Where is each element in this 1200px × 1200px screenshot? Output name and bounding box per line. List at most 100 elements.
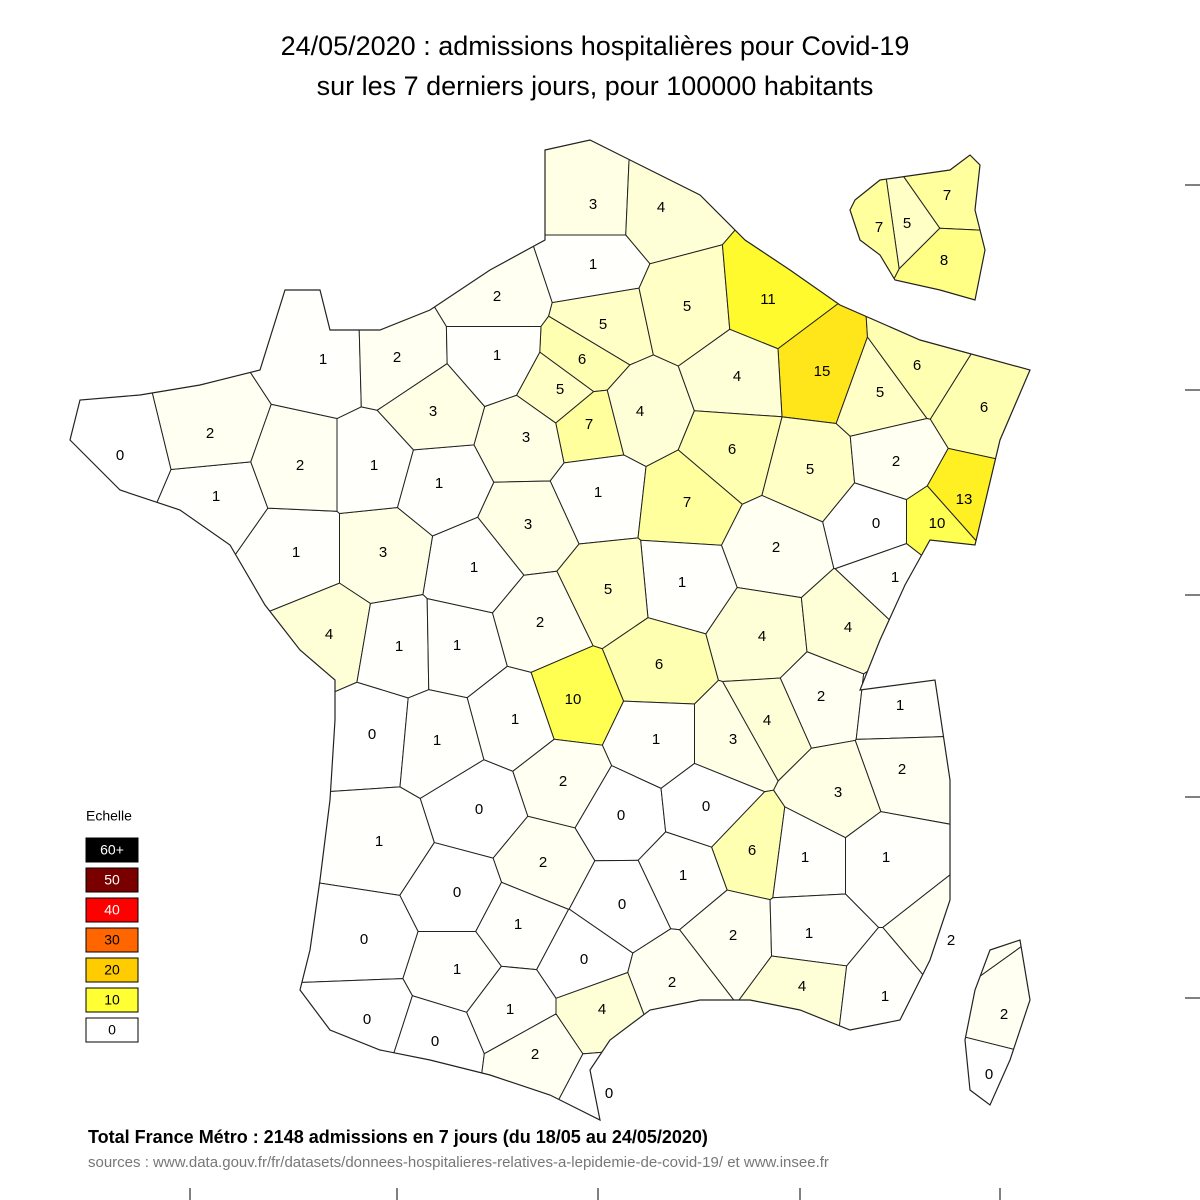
department-value: 3 xyxy=(729,731,737,748)
department-value: 11 xyxy=(760,291,776,308)
department-value: 1 xyxy=(470,559,478,576)
department-value: 2 xyxy=(493,288,501,305)
department-value: 1 xyxy=(453,637,461,654)
department-value: 1 xyxy=(891,569,899,586)
department-value: 4 xyxy=(325,626,333,643)
department-value: 3 xyxy=(834,784,842,801)
department-value: 6 xyxy=(578,351,586,368)
department-value: 1 xyxy=(514,916,522,933)
department-value: 2 xyxy=(1000,1006,1008,1023)
department-value: 0 xyxy=(605,1085,613,1102)
department-value: 4 xyxy=(798,978,806,995)
sources: sources : www.data.gouv.fr/fr/datasets/d… xyxy=(88,1154,829,1171)
legend-label: 50 xyxy=(104,872,120,888)
department-value: 4 xyxy=(733,368,741,385)
department-value: 3 xyxy=(522,429,530,446)
department-value: 4 xyxy=(758,628,766,645)
department-value: 5 xyxy=(683,298,691,315)
department-value: 6 xyxy=(655,656,663,673)
department-value: 2 xyxy=(817,688,825,705)
legend-swatch xyxy=(85,1017,139,1043)
department-value: 10 xyxy=(565,691,582,708)
department-value: 2 xyxy=(898,761,906,778)
department-value: 1 xyxy=(506,1001,514,1018)
department-value: 0 xyxy=(985,1066,993,1083)
frame-ticks xyxy=(189,184,1200,1200)
department xyxy=(677,328,783,418)
department xyxy=(418,140,632,236)
legend-swatch xyxy=(85,837,139,863)
department-value: 1 xyxy=(679,867,687,884)
outline xyxy=(849,154,986,301)
department xyxy=(70,461,269,747)
department-value: 1 xyxy=(319,351,327,368)
department-value: 1 xyxy=(801,849,809,866)
department-value: 4 xyxy=(598,1001,606,1018)
department-value: 1 xyxy=(652,731,660,748)
department-value: 7 xyxy=(943,187,951,204)
outline xyxy=(69,139,1031,1122)
legend-swatch xyxy=(85,897,139,923)
department xyxy=(84,140,362,420)
outline xyxy=(964,939,1031,1106)
department-value: 3 xyxy=(524,516,532,533)
department-value: 1 xyxy=(882,849,890,866)
department-value: 0 xyxy=(617,807,625,824)
legend: 60+ 50 40 30 20 10 0 xyxy=(85,837,139,1043)
title-line: sur les 7 derniers jours, pour 100000 ha… xyxy=(317,71,874,101)
department-value: 15 xyxy=(814,363,831,380)
department-value: 6 xyxy=(980,399,988,416)
department-value: 5 xyxy=(599,316,607,333)
department-value: 5 xyxy=(556,381,564,398)
legend-label: 60+ xyxy=(100,842,124,858)
legend-label: 0 xyxy=(108,1022,116,1038)
department-value: 5 xyxy=(903,215,911,232)
department-value: 3 xyxy=(429,403,437,420)
department-value: 5 xyxy=(876,384,884,401)
department-value: 4 xyxy=(657,199,665,216)
legend-label: 10 xyxy=(104,992,120,1008)
department-value: 2 xyxy=(947,932,955,949)
department-value: 1 xyxy=(511,711,519,728)
legend-swatch xyxy=(85,927,139,953)
department-value: 4 xyxy=(763,712,771,729)
department-value: 1 xyxy=(292,544,300,561)
department xyxy=(333,140,553,327)
department-value: 1 xyxy=(453,961,461,978)
department-value: 10 xyxy=(929,515,946,532)
department xyxy=(850,155,900,300)
department-value: 2 xyxy=(531,1046,539,1063)
department-value: 7 xyxy=(683,494,691,511)
legend-label: 20 xyxy=(104,962,120,978)
department-value: 0 xyxy=(368,726,376,743)
department-value: 0 xyxy=(116,447,124,464)
department-value: 1 xyxy=(395,638,403,655)
footer: Total France Métro : 2148 admissions en … xyxy=(88,1127,708,1147)
department-value: 1 xyxy=(435,475,443,492)
department-value: 4 xyxy=(636,403,644,420)
department xyxy=(70,140,172,763)
department-value: 1 xyxy=(678,574,686,591)
department xyxy=(70,582,371,815)
department-value: 2 xyxy=(536,614,544,631)
legend-label: 30 xyxy=(104,932,120,948)
department-value: 4 xyxy=(844,619,852,636)
department-value: 13 xyxy=(956,491,973,508)
department-value: 2 xyxy=(539,854,547,871)
department xyxy=(858,1030,1030,1120)
department-value: 2 xyxy=(393,349,401,366)
department-value: 3 xyxy=(379,544,387,561)
department-value: 0 xyxy=(360,931,368,948)
department-value: 1 xyxy=(881,988,889,1005)
department-value: 2 xyxy=(668,974,676,991)
department-value: 1 xyxy=(493,347,501,364)
department-value: 3 xyxy=(589,196,597,213)
department-value: 2 xyxy=(892,453,900,470)
department-value: 1 xyxy=(375,833,383,850)
legend-swatch xyxy=(85,957,139,983)
title-line: 24/05/2020 : admissions hospitalières po… xyxy=(281,31,910,61)
department-value: 2 xyxy=(206,425,214,442)
department-value: 0 xyxy=(363,1011,371,1028)
